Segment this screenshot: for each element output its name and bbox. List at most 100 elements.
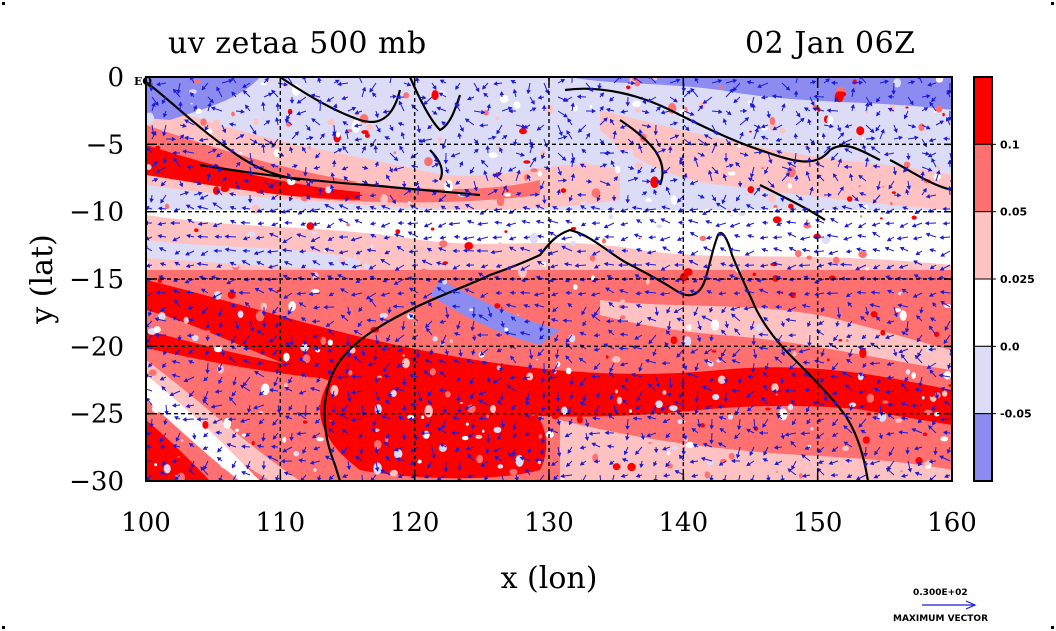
wind-vector-head [432, 110, 438, 115]
wind-vector-head [898, 135, 903, 141]
wind-vector-head [313, 346, 319, 352]
wind-vector-head [936, 169, 941, 175]
wind-vector-head [567, 449, 572, 454]
wind-vector-head [703, 350, 709, 355]
wind-vector-head [303, 172, 308, 177]
wind-vector-head [679, 157, 684, 163]
wind-vector-head [242, 89, 248, 95]
wind-vector-head [218, 312, 223, 318]
wind-vector-head [563, 113, 568, 118]
wind-vector-head [539, 185, 545, 190]
wind-vector-head [499, 309, 504, 314]
wind-vector-head [813, 94, 818, 99]
wind-vector-head [523, 124, 529, 129]
wind-vector-head [486, 378, 491, 384]
vector-scale-title: MAXIMUM VECTOR [893, 614, 989, 624]
wind-vector-head [508, 108, 513, 114]
wind-vector-head [701, 315, 707, 320]
wind-vector-head [929, 101, 934, 107]
wind-vector-head [784, 388, 789, 393]
wind-vector-head [872, 164, 878, 169]
wind-vector-head [471, 350, 476, 356]
field-speckle [792, 351, 797, 357]
wind-vector-head [703, 134, 709, 139]
wind-vector-head [477, 221, 482, 227]
field-speckle [202, 420, 209, 429]
wind-vector-head [911, 223, 917, 228]
wind-vector-head [350, 292, 356, 297]
wind-vector-head [327, 329, 333, 334]
wind-vector-head [206, 172, 212, 177]
wind-vector-head [375, 396, 380, 402]
wind-vector-head [327, 369, 333, 375]
wind-vector-head [751, 368, 756, 373]
wind-vector-head [902, 206, 907, 211]
wind-vector-head [415, 77, 420, 82]
wind-vector-head [171, 316, 177, 321]
wind-vector-head [761, 304, 766, 309]
field-speckle [293, 451, 300, 457]
wind-vector-head [888, 184, 893, 190]
wind-vector-head [566, 130, 571, 135]
wind-vector-head [677, 198, 682, 203]
wind-vector-head [841, 140, 846, 145]
wind-vector-head [539, 335, 544, 340]
wind-vector-head [284, 220, 289, 226]
field-speckle [899, 310, 907, 321]
wind-vector-head [901, 331, 906, 336]
wind-vector [918, 77, 923, 84]
wind-vector-head [537, 351, 542, 357]
x-tick-label: 160 [927, 508, 977, 538]
wind-vector-head [555, 397, 561, 403]
wind-vector-head [246, 464, 251, 470]
wind-vector-head [565, 342, 571, 348]
wind-vector-head [142, 460, 145, 463]
wind-vector-head [646, 250, 652, 255]
wind-vector-head [647, 98, 652, 103]
wind-vector-head [914, 446, 919, 451]
wind-vector-head [917, 352, 922, 358]
field-speckle [441, 98, 451, 111]
wind-vector-head [338, 204, 344, 209]
field-speckle [821, 289, 824, 291]
wind-vector-head [171, 459, 177, 464]
wind-vector-head [502, 134, 508, 140]
wind-vector-head [939, 290, 945, 295]
field-speckle [302, 354, 311, 364]
wind-vector-head [434, 163, 440, 168]
wind-vector-head [192, 104, 198, 110]
wind-vector-head [832, 421, 837, 427]
x-tick-label: 130 [524, 508, 574, 538]
wind-vector-head [743, 152, 749, 157]
field-speckle [495, 116, 500, 121]
wind-vector-head [724, 323, 729, 329]
field-speckle [567, 167, 572, 170]
field-speckle [909, 407, 915, 413]
wind-vector-head [939, 266, 945, 271]
wind-vector-head [772, 126, 778, 131]
wind-vector-head [590, 205, 595, 211]
wind-vector-head [466, 219, 472, 225]
field-speckle [891, 191, 896, 194]
wind-vector-head [625, 102, 631, 107]
wind-vector-head [174, 261, 179, 266]
field-speckle [893, 78, 901, 88]
wind-vector-head [179, 134, 185, 139]
field-speckle [476, 454, 484, 464]
wind-vector-head [625, 425, 630, 430]
wind-vector-head [239, 384, 245, 389]
field-speckle [486, 414, 489, 419]
wind-vector-head [458, 352, 463, 358]
wind-vector-head [800, 431, 805, 436]
wind-vector-head [828, 342, 834, 348]
wind-vector-head [184, 191, 190, 196]
wind-vector-head [441, 144, 447, 150]
field-speckle [421, 268, 427, 272]
wind-vector-head [342, 473, 347, 478]
wind-vector-head [929, 317, 935, 322]
wind-vector-head [359, 433, 364, 439]
wind-vector-head [479, 210, 485, 215]
wind-vector-head [416, 185, 421, 190]
wind-vector-head [188, 442, 194, 448]
